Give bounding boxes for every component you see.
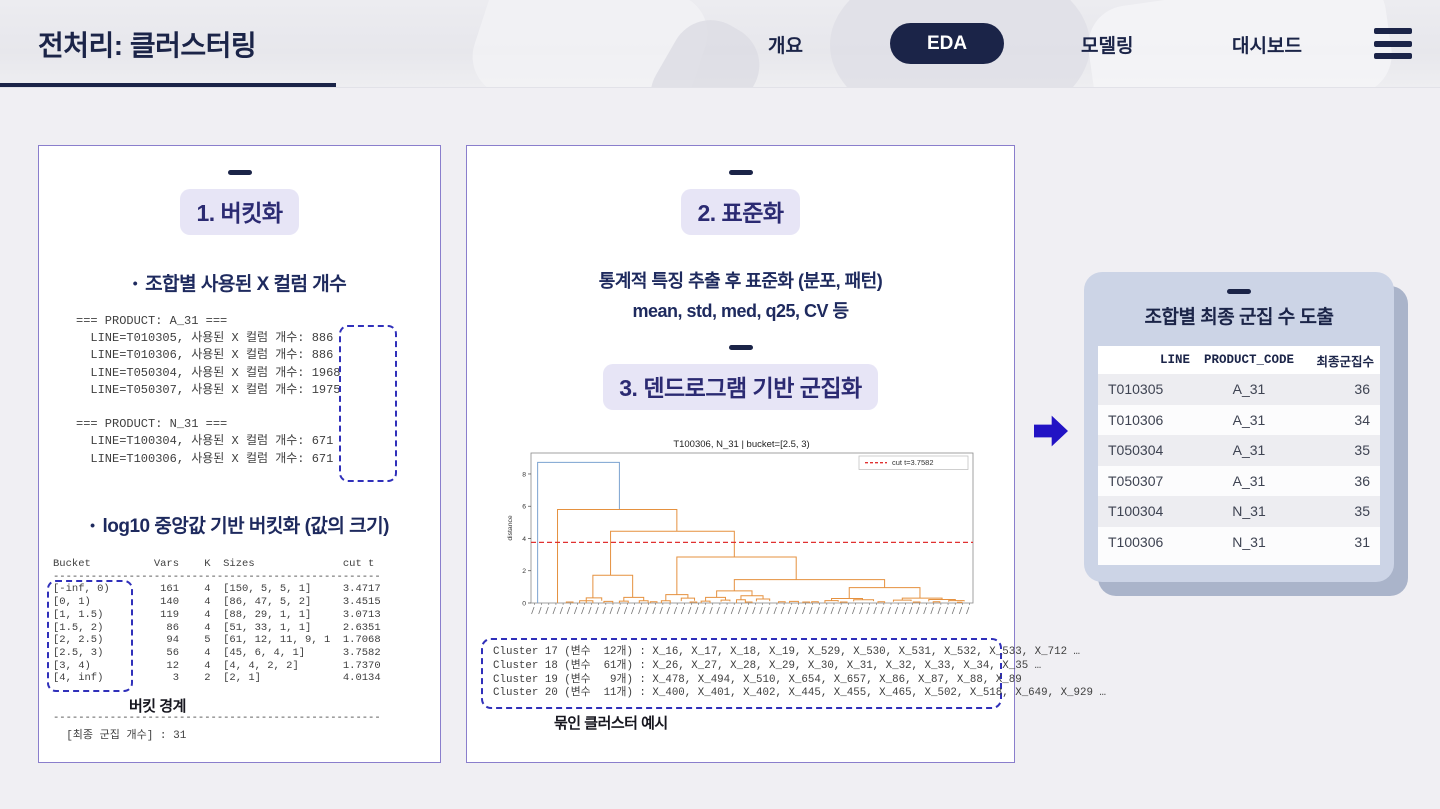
table-cell: 34 bbox=[1354, 411, 1370, 428]
nav-item-eda-active[interactable]: EDA bbox=[890, 23, 1004, 64]
panel-bucketing: 1. 버킷화 • 조합별 사용된 X 컬럼 개수 === PRODUCT: A_3… bbox=[38, 145, 441, 763]
step1-title: 1. 버킷화 bbox=[180, 189, 299, 235]
col-header-product-code: PRODUCT_CODE bbox=[1203, 353, 1294, 367]
nav-item-modeling[interactable]: 모델링 bbox=[1081, 35, 1134, 57]
cluster-examples-caption: 묶인 클러스터 예시 bbox=[554, 715, 668, 732]
table-cell: 36 bbox=[1354, 381, 1370, 398]
dendrogram-svg: T100306, N_31 | bucket=[2.5, 3) 0 2 4 6 8 dist… bbox=[507, 439, 974, 615]
table-cell: 35 bbox=[1354, 503, 1370, 520]
dashed-divider: ----------------------------------------… bbox=[53, 712, 381, 724]
table-row: T050304 A_31 35 bbox=[1098, 435, 1380, 466]
result-table-header: LINE PRODUCT_CODE 최종군집수 bbox=[1098, 346, 1380, 374]
table-row: T010305 A_31 36 bbox=[1098, 374, 1380, 405]
table-cell: A_31 bbox=[1232, 381, 1266, 398]
table-cell: A_31 bbox=[1232, 442, 1266, 459]
table-cell: 35 bbox=[1354, 442, 1370, 459]
cluster-examples-box: Cluster 17 (변수 12개) : X_16, X_17, X_18, … bbox=[481, 638, 1106, 709]
bullet-log10-bucketing: • log10 중앙값 기반 버킷화 (값의 크기) bbox=[90, 516, 389, 537]
cluster-examples-text: Cluster 17 (변수 12개) : X_16, X_17, X_18, … bbox=[493, 646, 1106, 700]
svg-text:2: 2 bbox=[522, 568, 526, 575]
table-cell: A_31 bbox=[1232, 411, 1266, 428]
bullet-dot: • bbox=[90, 517, 95, 533]
bucket-table: Bucket Vars K Sizes cut t --------------… bbox=[53, 558, 381, 685]
final-cluster-count: [최종 군집 개수] : 31 bbox=[53, 730, 187, 742]
svg-text:distance: distance bbox=[507, 515, 514, 541]
result-table: LINE PRODUCT_CODE 최종군집수 T010305 A_31 36 T01… bbox=[1098, 346, 1380, 565]
bullet-x-columns: • 조합별 사용된 X 컬럼 개수 bbox=[132, 274, 347, 295]
svg-text:8: 8 bbox=[522, 471, 526, 478]
table-cell: 31 bbox=[1354, 533, 1370, 550]
section-dash bbox=[728, 170, 753, 175]
header: 전처리: 클러스터링 개요 EDA 모델링 대시보드 bbox=[0, 0, 1440, 88]
table-cell: T010305 bbox=[1108, 381, 1164, 398]
svg-text:T100306, N_31 | bucket=[2.5, 3: T100306, N_31 | bucket=[2.5, 3) bbox=[673, 439, 809, 450]
table-row: T100306 N_31 31 bbox=[1098, 526, 1380, 557]
table-cell: T050304 bbox=[1108, 442, 1164, 459]
panel-standardization-clustering: 2. 표준화 통계적 특징 추출 후 표준화 (분포, 패턴) mean, st… bbox=[466, 145, 1106, 763]
table-cell: T010306 bbox=[1108, 411, 1164, 428]
table-row: T050307 A_31 36 bbox=[1098, 465, 1380, 496]
bucket-bounds-caption: 버킷 경계 bbox=[129, 698, 186, 715]
top-nav: 개요 EDA 모델링 대시보드 bbox=[700, 0, 1440, 87]
flow-arrow-icon bbox=[1034, 415, 1068, 447]
step2-title: 2. 표준화 bbox=[681, 189, 800, 235]
nav-item-overview[interactable]: 개요 bbox=[768, 35, 803, 57]
result-table-body: T010305 A_31 36 T010306 A_31 34 T050304 A_31 35 T… bbox=[1098, 374, 1380, 557]
table-cell: T100304 bbox=[1108, 503, 1164, 520]
col-header-line: LINE bbox=[1159, 353, 1190, 367]
table-cell: N_31 bbox=[1232, 533, 1266, 550]
nav-item-dashboard[interactable]: 대시보드 bbox=[1232, 35, 1302, 57]
section-dash bbox=[227, 170, 252, 175]
col-header-final-cluster-count: 최종군집수 bbox=[1316, 355, 1374, 370]
table-cell: N_31 bbox=[1232, 503, 1266, 520]
title-underline bbox=[0, 83, 336, 87]
highlight-box-column-counts bbox=[339, 325, 397, 482]
section-dash bbox=[728, 345, 753, 350]
svg-text:cut t=3.7582: cut t=3.7582 bbox=[892, 458, 934, 467]
dendrogram-chart: T100306, N_31 | bucket=[2.5, 3) 0 2 4 6 8 dist… bbox=[504, 438, 979, 631]
svg-text:4: 4 bbox=[522, 536, 526, 543]
table-cell: T100306 bbox=[1108, 533, 1164, 550]
step3-title: 3. 덴드로그램 기반 군집화 bbox=[603, 364, 878, 410]
standardization-desc-line2: mean, std, med, q25, CV 등 bbox=[632, 301, 849, 321]
table-cell: 36 bbox=[1354, 472, 1370, 489]
section-dash bbox=[1227, 289, 1251, 294]
svg-text:0: 0 bbox=[522, 600, 526, 607]
table-row: T010306 A_31 34 bbox=[1098, 404, 1380, 435]
page-title: 전처리: 클러스터링 bbox=[38, 24, 257, 64]
svg-text:6: 6 bbox=[522, 504, 526, 511]
page-title-strong: 전처리: bbox=[38, 30, 123, 61]
table-row: T100304 N_31 35 bbox=[1098, 496, 1380, 527]
page-title-rest: 클러스터링 bbox=[122, 30, 257, 61]
console-output: === PRODUCT: A_31 === LINE=T010305, 사용된 … bbox=[76, 314, 341, 466]
standardization-desc-line1: 통계적 특징 추출 후 표준화 (분포, 패턴) bbox=[598, 271, 883, 291]
result-card-title: 조합별 최종 군집 수 도출 bbox=[1144, 307, 1334, 328]
table-cell: A_31 bbox=[1232, 472, 1266, 489]
hamburger-menu-icon[interactable] bbox=[1374, 28, 1412, 59]
table-cell: T050307 bbox=[1108, 472, 1164, 489]
bullet-dot: • bbox=[132, 275, 138, 291]
result-card: 조합별 최종 군집 수 도출 LINE PRODUCT_CODE 최종군집수 T… bbox=[1084, 272, 1394, 582]
